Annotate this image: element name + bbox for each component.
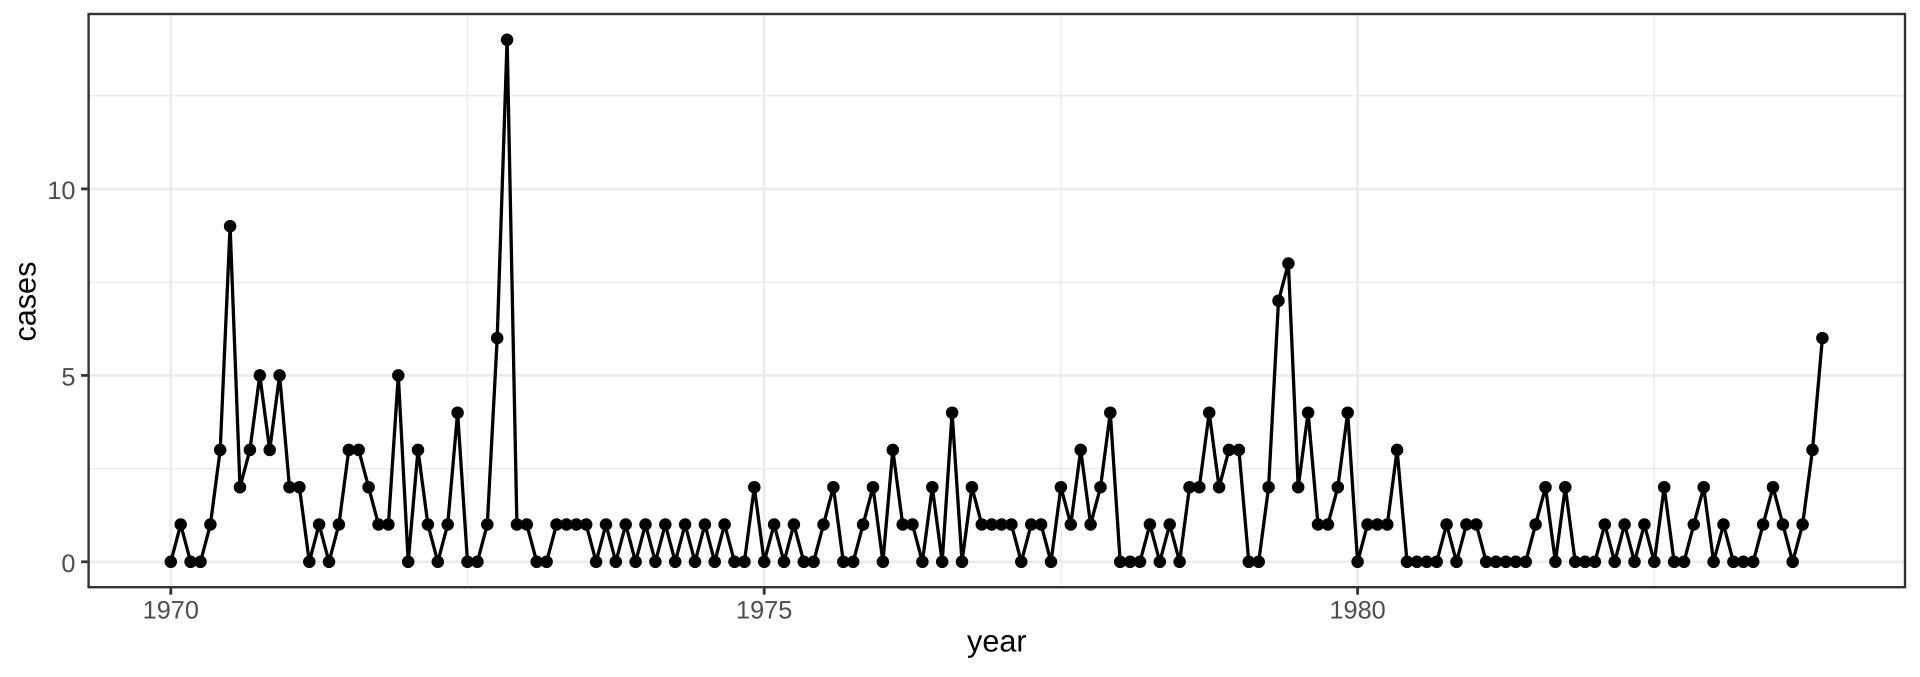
svg-text:cases: cases [8,262,42,342]
svg-text:1975: 1975 [736,597,792,625]
svg-text:1970: 1970 [143,597,199,625]
svg-text:year: year [967,625,1027,659]
svg-text:10: 10 [47,177,75,205]
svg-text:0: 0 [61,550,75,578]
svg-text:1980: 1980 [1329,597,1385,625]
svg-text:5: 5 [61,364,75,392]
